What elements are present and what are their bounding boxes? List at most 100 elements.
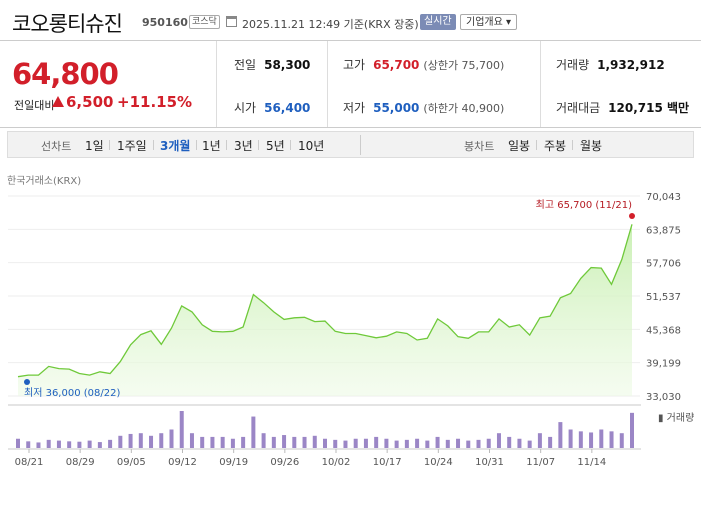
realtime-button[interactable]: 실시간 [420, 14, 456, 30]
volume-bar [517, 438, 522, 448]
volume-bar [589, 432, 594, 448]
candle-daily[interactable]: 일봉 [508, 139, 531, 153]
volume-bar [251, 416, 256, 448]
volume-bar [87, 440, 92, 448]
period-3y[interactable]: 3년 [234, 139, 253, 153]
stat-value: 1,932,912 [597, 58, 665, 72]
volume-bar [578, 431, 583, 448]
candle-weekly[interactable]: 주봉 [544, 139, 567, 153]
date-info: 2025.11.21 12:49 기준(KRX 장중) [242, 18, 419, 31]
volume-bar [271, 436, 276, 448]
volume-bar [292, 436, 297, 448]
period-3m[interactable]: 3개월 [160, 139, 191, 153]
price-area [18, 224, 632, 396]
stat-value: 120,715 백만 [608, 101, 690, 115]
x-tick-label: 10/17 [373, 457, 402, 468]
x-tick-label: 09/12 [168, 457, 197, 468]
volume-bar [169, 429, 174, 448]
volume-bar [282, 435, 287, 448]
low-marker [24, 378, 30, 385]
separator [290, 140, 291, 150]
volume-bar [16, 438, 20, 448]
volume-bar [189, 433, 194, 448]
y-tick-label: 45,368 [646, 325, 681, 336]
stat-value: 56,400 [264, 101, 311, 115]
y-tick-label: 51,537 [646, 292, 681, 303]
volume-bar [179, 411, 184, 448]
low-annotation: 최저 36,000 (08/22) [24, 387, 120, 399]
current-price-panel: 64,800 전일대비 6,500 +11.15% [0, 41, 217, 127]
period-selector-bar: 선차트 1일 1주일 3개월 1년 3년 5년 10년 봉차트 일봉 주봉 월봉 [7, 131, 694, 158]
stock-name: 코오롱티슈진 [12, 12, 123, 36]
change-label: 전일대비 [14, 99, 55, 112]
volume-bar [77, 441, 82, 448]
stat-high: 고가 65,700 (상한가 75,700) [343, 56, 504, 73]
stat-value: 58,300 [264, 58, 311, 72]
volume-bar [435, 436, 440, 448]
stat-label: 시가 [234, 101, 257, 115]
price-chart[interactable]: 70,043 63,875 57,706 51,537 45,368 39,199 33,0… [0, 185, 701, 519]
change-percent: +11.15% [117, 93, 193, 111]
volume-bar [466, 440, 471, 448]
chart-source: 한국거래소(KRX) [7, 176, 82, 187]
x-tick-label: 10/31 [475, 457, 504, 468]
candle-monthly[interactable]: 월봉 [580, 139, 603, 153]
stat-value: 55,000 [373, 101, 420, 115]
period-5y[interactable]: 5년 [266, 139, 285, 153]
volume-bar [241, 436, 246, 448]
volume-bar [507, 436, 512, 448]
volume-bar [363, 438, 368, 448]
price-summary: 64,800 전일대비 6,500 +11.15% 전일 58,300 시가 56,… [0, 40, 701, 128]
volume-bar [261, 433, 266, 448]
x-tick-label: 11/07 [526, 457, 555, 468]
x-tick-label: 08/21 [15, 457, 44, 468]
high-annotation: 최고 65,700 (11/21) [536, 199, 632, 211]
period-1d[interactable]: 1일 [85, 139, 104, 153]
volume-bar [210, 436, 215, 448]
column-divider [327, 41, 328, 127]
period-1w[interactable]: 1주일 [117, 139, 147, 153]
volume-bar [46, 439, 51, 448]
stat-open: 시가 56,400 [234, 99, 310, 116]
stat-volume: 거래량 1,932,912 [556, 56, 665, 73]
volume-legend: ▮ 거래량 [658, 412, 694, 424]
company-overview-button[interactable]: 기업개요 ▾ [460, 14, 517, 30]
volume-bar [128, 433, 133, 448]
volume-bar [56, 440, 61, 448]
volume-bar [486, 438, 491, 448]
line-chart-label: 선차트 [41, 140, 72, 153]
x-tick-label: 09/05 [117, 457, 146, 468]
period-1y[interactable]: 1년 [202, 139, 221, 153]
volume-bar [353, 438, 358, 448]
volume-bar [302, 436, 307, 448]
separator [109, 140, 110, 150]
volume-bar [558, 422, 563, 448]
price-line [17, 224, 633, 378]
stat-low: 저가 55,000 (하한가 40,900) [343, 99, 504, 116]
volume-bar [456, 438, 461, 448]
stat-value: 65,700 [373, 58, 420, 72]
change-value: 6,500 [66, 93, 114, 111]
volume-bar [200, 436, 205, 448]
volume-bar [220, 436, 225, 448]
volume-bar [108, 439, 113, 448]
volume-bar [97, 442, 102, 448]
y-tick-label: 70,043 [646, 192, 681, 203]
volume-bar [26, 441, 31, 448]
period-10y[interactable]: 10년 [298, 139, 325, 153]
volume-bar [630, 412, 634, 448]
current-price: 64,800 [12, 57, 119, 91]
volume-bar [36, 442, 41, 448]
volume-bar [230, 438, 235, 448]
volume-bar [527, 440, 532, 448]
separator [536, 140, 537, 150]
stat-label: 전일 [234, 58, 257, 72]
separator [572, 140, 573, 150]
volume-bar [394, 440, 399, 448]
stock-code: 950160 [142, 16, 188, 29]
separator [226, 140, 227, 150]
volume-bar [343, 440, 348, 448]
stat-label: 저가 [343, 101, 366, 115]
upper-limit: (상한가 75,700) [423, 59, 505, 72]
y-tick-label: 63,875 [646, 225, 681, 236]
